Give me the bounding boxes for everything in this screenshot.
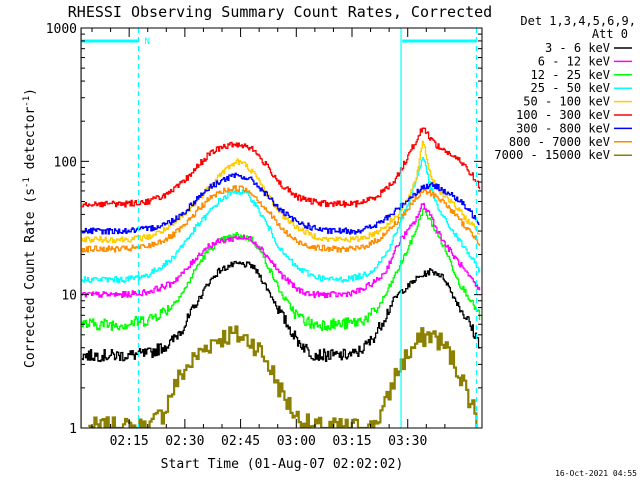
legend-label-8: 7000 - 15000 keV — [494, 148, 610, 162]
timestamp: 16-Oct-2021 04:55 — [555, 469, 637, 478]
series-line-3-6keV — [81, 260, 481, 363]
y-tick-label-0: 1 — [69, 422, 77, 437]
series-line-100-300keV — [81, 127, 481, 208]
x-tick-label-2: 02:45 — [221, 434, 260, 449]
x-tick-label-3: 03:00 — [277, 434, 316, 449]
x-tick-label-5: 03:30 — [388, 434, 427, 449]
legend-label-3: 25 - 50 keV — [531, 81, 610, 95]
y-tick-label-2: 100 — [54, 155, 77, 170]
y-tick-label-1: 10 — [61, 289, 77, 304]
legend-header-line1: Det 1,3,4,5,6,9, — [520, 14, 636, 28]
series-line-800-7000keV — [81, 185, 481, 253]
y-tick-label-3: 1000 — [46, 22, 77, 37]
legend-label-7: 800 - 7000 keV — [509, 135, 610, 149]
series-line-7000-15000keV — [88, 325, 478, 428]
legend-label-2: 12 - 25 keV — [531, 68, 610, 82]
series-line-12-25keV — [81, 207, 481, 331]
series-line-6-12keV — [81, 202, 481, 299]
y-axis-label-end: ) — [23, 88, 38, 96]
y-axis-label-mid: detector — [23, 107, 38, 178]
legend-label-1: 6 - 12 keV — [538, 54, 610, 68]
x-axis-label: Start Time (01-Aug-07 02:02:02) — [161, 457, 404, 472]
y-axis-label-sup2: -1 — [22, 96, 32, 107]
plot-frame — [80, 27, 483, 429]
attenuator-bar-label: N — [144, 37, 149, 47]
chart-title: RHESSI Observing Summary Count Rates, Co… — [68, 3, 492, 21]
x-tick-label-0: 02:15 — [110, 434, 149, 449]
legend-label-0: 3 - 6 keV — [545, 41, 610, 55]
legend-header-line2: Att 0 — [592, 27, 628, 41]
x-tick-label-1: 02:30 — [165, 434, 204, 449]
legend-label-4: 50 - 100 keV — [523, 95, 610, 109]
series-line-300-800keV — [81, 172, 480, 235]
y-axis-label: Corrected Count Rate (s-1 detector-1) — [22, 88, 38, 368]
legend-label-6: 300 - 800 keV — [516, 121, 610, 135]
legend-label-5: 100 - 300 keV — [516, 108, 610, 122]
y-axis-label-main: Corrected Count Rate (s — [23, 188, 38, 368]
x-tick-label-4: 03:15 — [332, 434, 371, 449]
y-axis-label-sup1: -1 — [22, 177, 32, 188]
